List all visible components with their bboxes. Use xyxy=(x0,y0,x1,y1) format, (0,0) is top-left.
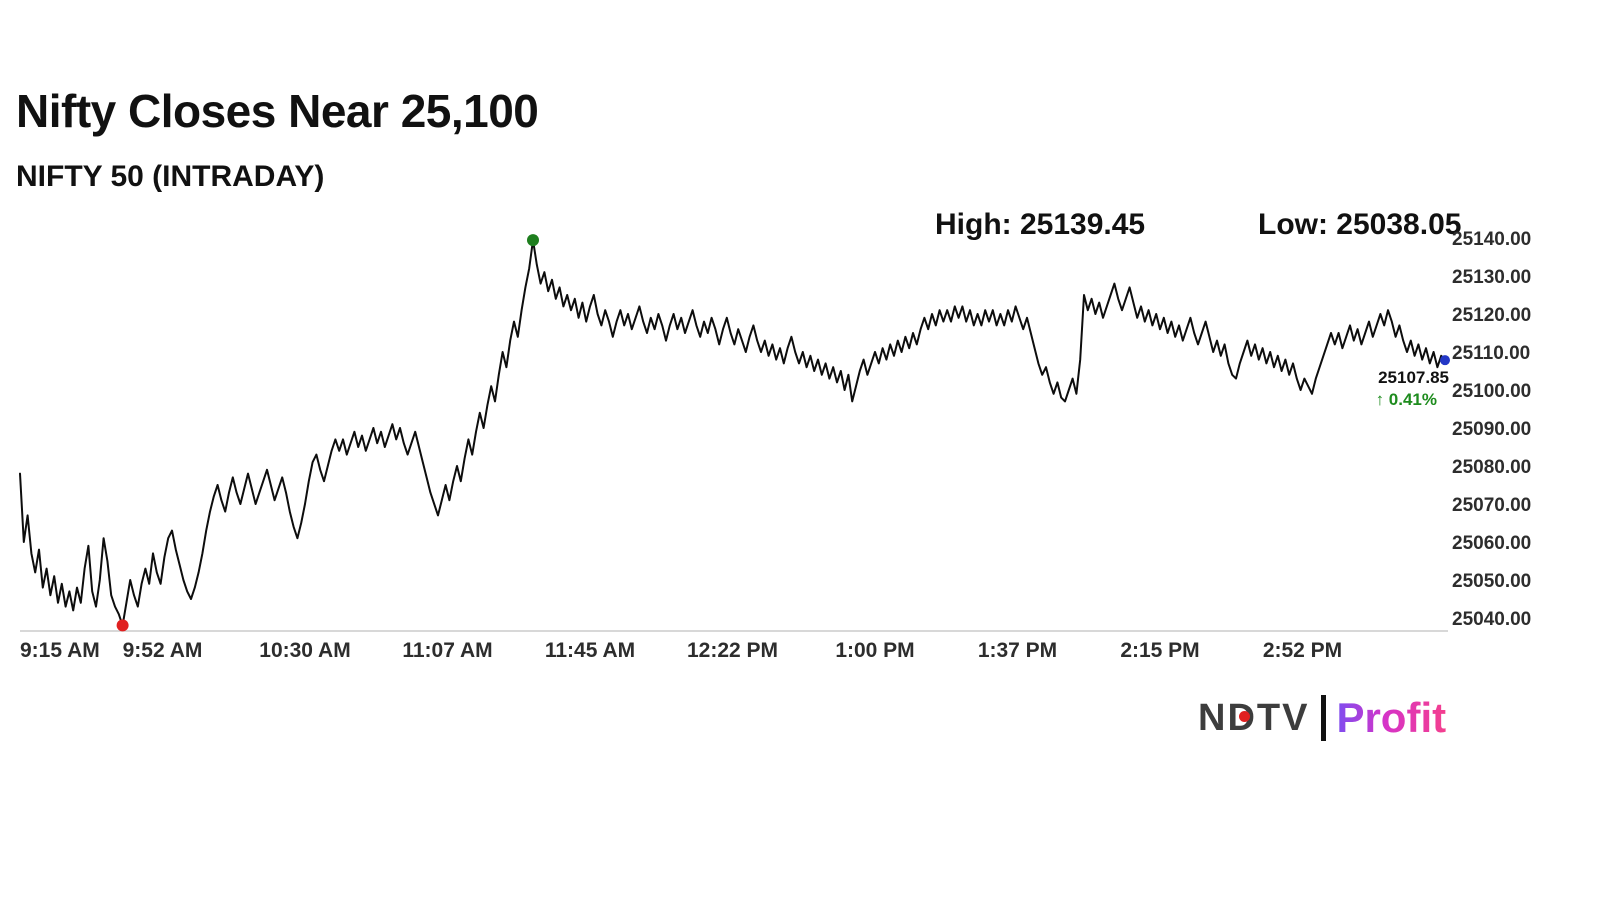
page-title: Nifty Closes Near 25,100 xyxy=(16,85,539,137)
y-tick-label: 25050.00 xyxy=(1452,571,1531,592)
y-tick-label: 25100.00 xyxy=(1452,381,1531,402)
y-tick-label: 25110.00 xyxy=(1452,343,1530,364)
ndtv-wordmark: NDTV xyxy=(1198,697,1309,740)
x-tick-label: 12:22 PM xyxy=(687,639,778,662)
price-line xyxy=(19,239,1446,627)
last-change-label: ↑ 0.41% xyxy=(1375,390,1437,409)
y-tick-label: 25130.00 xyxy=(1452,267,1531,288)
ndtv-red-dot-icon xyxy=(1239,710,1250,722)
x-tick-label: 2:52 PM xyxy=(1263,639,1342,662)
y-tick-label: 25090.00 xyxy=(1452,419,1531,440)
y-tick-label: 25140.00 xyxy=(1452,229,1531,250)
profit-wordmark: Profit xyxy=(1336,694,1447,741)
x-tick-label: 9:15 AM xyxy=(20,639,100,662)
low-dot xyxy=(116,619,129,632)
chart-subtitle: NIFTY 50 (INTRADAY) xyxy=(16,160,325,193)
y-tick-label: 25120.00 xyxy=(1452,305,1531,326)
y-tick-label: 25070.00 xyxy=(1452,495,1531,516)
low-stat: Low: 25038.05 xyxy=(1258,208,1462,241)
y-tick-label: 25060.00 xyxy=(1452,533,1531,554)
y-tick-label: 25080.00 xyxy=(1452,457,1531,478)
ndtv-profit-logo: NDTV Profit xyxy=(1198,694,1446,742)
x-tick-label: 2:15 PM xyxy=(1120,639,1199,662)
x-tick-label: 1:37 PM xyxy=(978,639,1057,662)
ndtv-text: NDTV xyxy=(1198,696,1310,739)
x-tick-label: 1:00 PM xyxy=(835,639,914,662)
x-tick-label: 11:45 AM xyxy=(545,639,635,662)
x-tick-label: 10:30 AM xyxy=(259,639,350,662)
logo-divider xyxy=(1321,695,1327,741)
last-price-dot xyxy=(1440,355,1450,366)
last-price-label: 25107.85 xyxy=(1378,368,1449,387)
high-dot xyxy=(527,234,539,247)
x-tick-label: 11:07 AM xyxy=(402,639,492,662)
x-tick-label: 9:52 AM xyxy=(123,639,203,662)
high-stat: High: 25139.45 xyxy=(935,208,1146,241)
y-tick-label: 25040.00 xyxy=(1452,609,1531,630)
